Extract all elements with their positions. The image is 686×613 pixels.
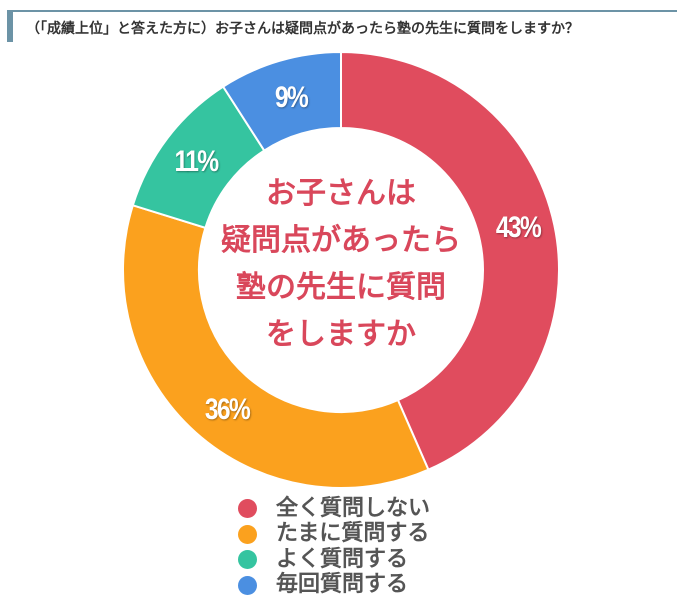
slice-label-always: 9% — [274, 81, 309, 114]
legend-item-always: 毎回質問する — [238, 573, 430, 599]
legend-label: たまに質問する — [276, 521, 430, 547]
legend-item-often: よく質問する — [238, 547, 430, 573]
chart-heading: （「成績上位」と答えた方に）お子さんは疑問点があったら塾の先生に質問をしますか？ — [7, 10, 677, 42]
center-line-3: 塾の先生に質問 — [236, 270, 446, 305]
legend-dot-orange-icon — [238, 524, 257, 544]
donut-slice — [122, 204, 430, 489]
legend-item-sometimes: たまに質問する — [238, 522, 430, 548]
legend-dot-red-icon — [238, 499, 257, 519]
slice-label-often: 11% — [174, 145, 220, 178]
donut-slices — [122, 50, 560, 489]
donut-slice — [221, 50, 342, 152]
slice-label-sometimes: 36% — [204, 393, 251, 426]
donut-center-label: お子さんは 疑問点があったら 塾の先生に質問 をしますか — [200, 170, 482, 358]
legend-label: 毎回質問する — [276, 572, 409, 598]
center-line-4: をしますか — [266, 317, 416, 352]
center-line-2: 疑問点があったら — [221, 223, 461, 258]
center-line-1: お子さんは — [266, 176, 416, 211]
donut-slice — [340, 50, 560, 472]
legend-item-never: 全く質問しない — [238, 496, 430, 522]
heading-title: （「成績上位」と答えた方に）お子さんは疑問点があったら塾の先生に質問をしますか？ — [26, 21, 579, 37]
legend-label: よく質問する — [276, 546, 409, 572]
slice-label-never: 43% — [495, 211, 542, 244]
legend-dot-blue-icon — [238, 575, 257, 595]
legend-label: 全く質問しない — [276, 495, 431, 521]
chart-legend: 全く質問しない たまに質問する よく質問する 毎回質問する — [238, 496, 430, 598]
legend-dot-teal-icon — [238, 550, 257, 570]
